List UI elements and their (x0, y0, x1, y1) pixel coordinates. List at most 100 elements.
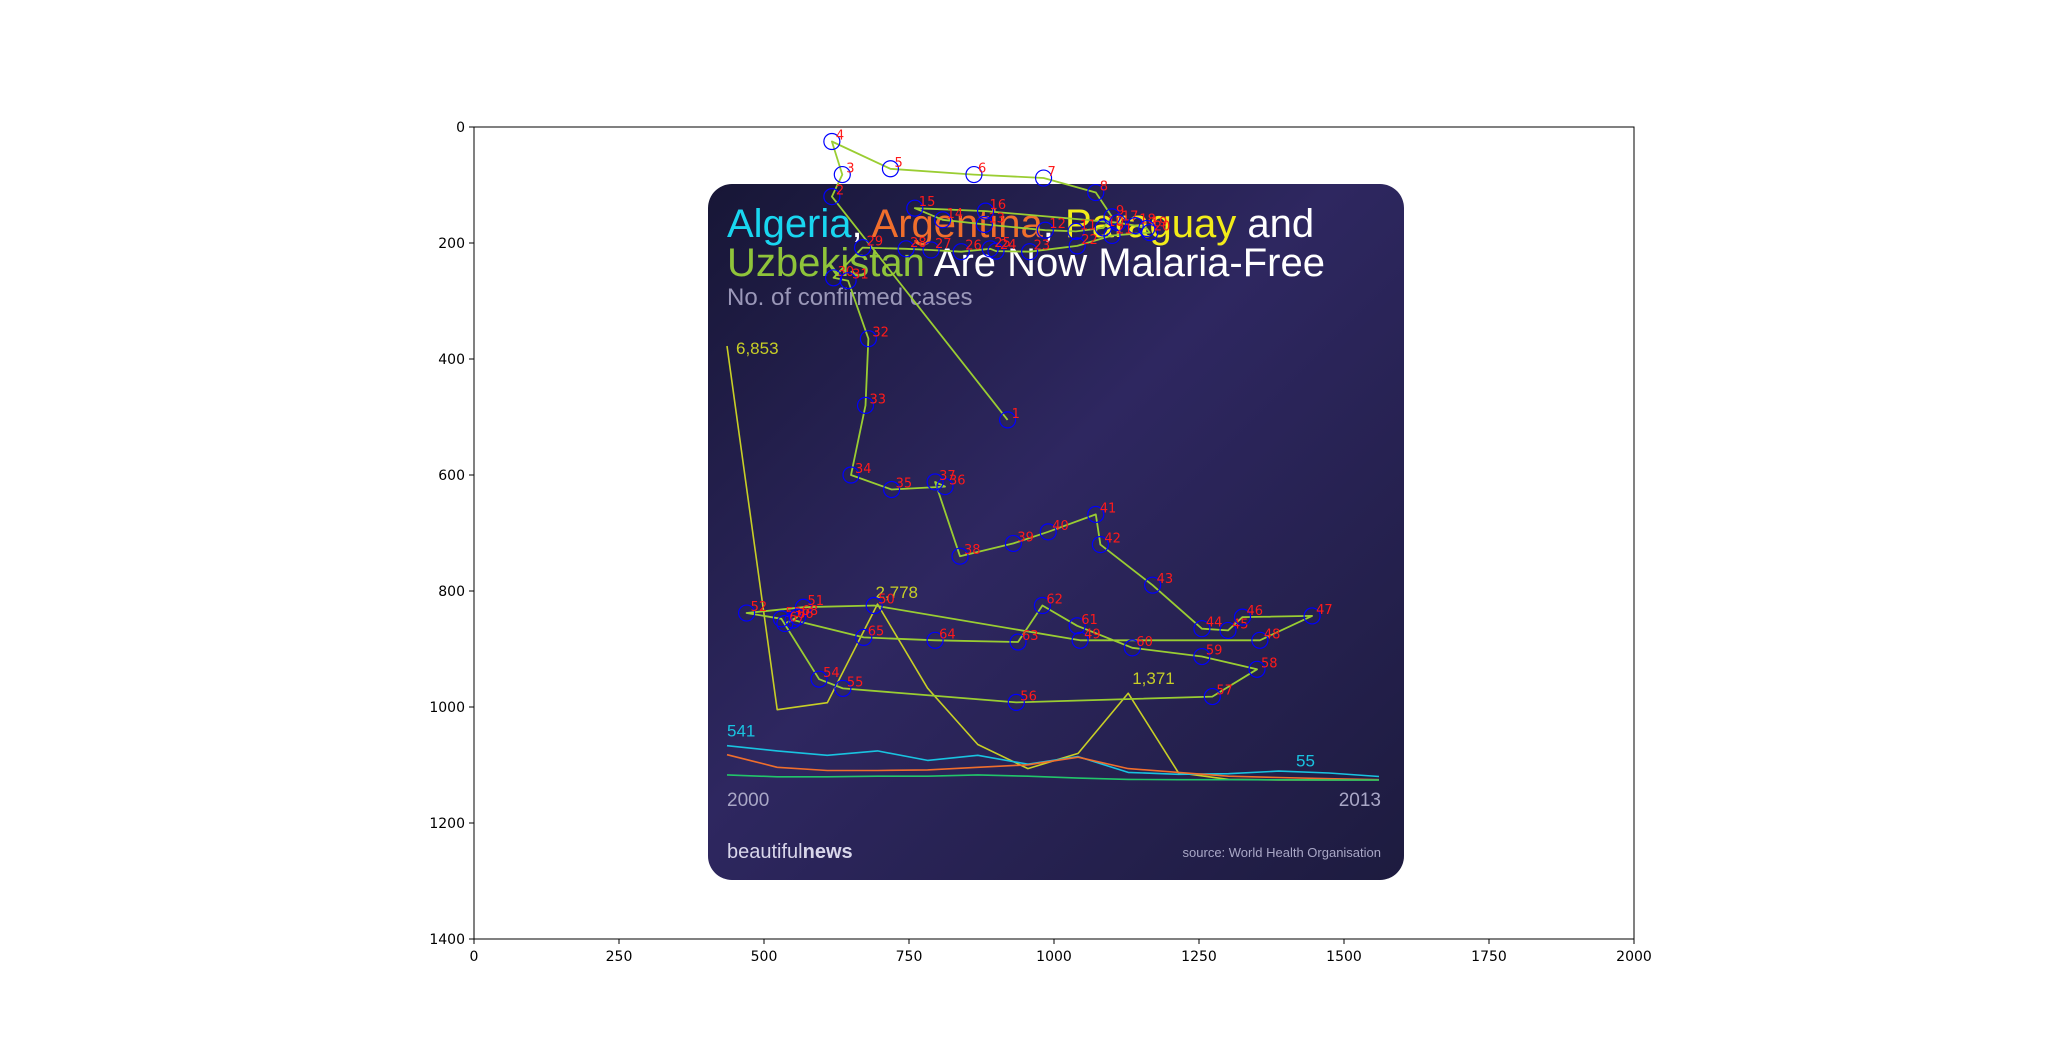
title-part-algeria: Algeria (727, 202, 852, 246)
overlay-point-label: 7 (1048, 165, 1056, 180)
overlay-point-label: 41 (1100, 501, 1117, 516)
overlay-point-marker (1087, 505, 1105, 524)
overlay-point-label: 23 (1034, 239, 1051, 254)
overlay-point-label: 26 (965, 239, 982, 254)
source-note: source: World Health Organisation (1183, 845, 1381, 860)
title-part-paraguay: Paraguay (1065, 202, 1236, 246)
overlay-point-marker (881, 160, 900, 178)
overlay-point-marker (1091, 535, 1110, 554)
overlay-point-marker (1071, 631, 1089, 649)
overlay-point-label: 50 (878, 593, 895, 608)
host-axes: 0 250 500 750 1000 1250 1500 1750 2000 020040060… (429, 120, 1651, 965)
overlay-point-label: 54 (823, 666, 840, 681)
overlay-point-marker (1068, 237, 1086, 255)
overlay-point-label: 15 (919, 195, 936, 210)
overlay-point-marker (1067, 222, 1085, 240)
overlay-point-marker (1193, 647, 1211, 666)
overlay-point-label: 63 (1022, 629, 1039, 644)
title-part-comma-1: , (852, 202, 863, 246)
overlay-point-marker (833, 165, 851, 184)
y-tick-label: 1200 (429, 816, 465, 832)
title-part-and: and (1247, 202, 1314, 246)
overlay-point-label: 9 (1116, 204, 1124, 219)
value-annotation: 55 (1296, 752, 1315, 771)
overlay-point-label: 36 (949, 474, 966, 489)
infographic-title-line-1: Algeria, Argentina, Paraguay and (727, 202, 1314, 246)
overlay-point-marker (934, 211, 952, 229)
overlay-point-label: 42 (1104, 532, 1121, 547)
x-tick-label: 750 (896, 949, 923, 965)
y-tick-label: 600 (438, 468, 465, 484)
overlay-point-marker (998, 411, 1017, 429)
overlay-point-label: 67 (789, 610, 806, 625)
overlay-point-label: 17 (1122, 210, 1139, 225)
overlay-point-marker (789, 608, 807, 626)
overlay-point-marker (824, 269, 843, 287)
overlay-point-label: 43 (1157, 572, 1174, 587)
overlay-point-marker (906, 199, 924, 217)
overlay-point-label: 11 (1080, 218, 1097, 233)
overlay-point-marker (1233, 608, 1252, 626)
overlay-point-marker (976, 202, 995, 220)
overlay-point-label: 48 (1264, 627, 1281, 642)
overlay-point-marker (855, 628, 873, 647)
overlay-point-marker (842, 466, 860, 484)
overlay-point-marker (737, 604, 756, 622)
x-tick-label: 0 (470, 949, 479, 965)
y-tick-label: 1400 (429, 932, 465, 948)
overlay-point-marker (882, 480, 901, 499)
overlay-point-label: 3 (846, 162, 854, 177)
overlay-point-label: 39 (1017, 530, 1034, 545)
overlay-point-label: 38 (964, 543, 981, 558)
overlay-point-label: 29 (867, 235, 884, 250)
overlay-point-label: 57 (1216, 684, 1233, 699)
overlay-point-marker (794, 598, 813, 616)
overlay-point-marker (1219, 621, 1237, 640)
overlay-point-marker (1103, 226, 1121, 245)
overlay-point-label: 33 (870, 392, 887, 407)
overlay-point-label: 44 (1206, 616, 1223, 631)
brand-light: beautiful (727, 841, 803, 863)
overlay-point-marker (1021, 243, 1039, 261)
overlay-point-label: 46 (1247, 604, 1264, 619)
value-annotation: 2,778 (875, 583, 918, 602)
overlay-point-label: 21 (1116, 222, 1133, 237)
infographic-series-line-2 (726, 753, 1380, 781)
overlay-point-marker (926, 631, 944, 649)
x-end-label: 2013 (1339, 790, 1381, 811)
overlay-point-marker (853, 239, 872, 257)
overlay-point-label: 31 (852, 268, 869, 283)
value-annotation: 6,853 (736, 339, 779, 358)
overlay-point-label: 58 (1261, 656, 1278, 671)
x-start-label: 2000 (727, 790, 769, 811)
overlay-point-marker (834, 679, 852, 698)
overlay-point-label: 65 (868, 624, 885, 639)
overlay-point-marker (1004, 534, 1023, 553)
overlay-point-marker (1141, 223, 1159, 242)
x-axis-ticks: 0 250 500 750 1000 1250 1500 1750 2000 (470, 939, 1652, 965)
overlay-point-label: 34 (855, 462, 872, 477)
overlay-point-label: 25 (994, 236, 1011, 251)
overlay-point-marker (1143, 576, 1162, 594)
overlay-point-label: 62 (1046, 593, 1063, 608)
overlay-point-label: 61 (1081, 613, 1098, 628)
overlay-point-marker (1203, 687, 1221, 706)
overlay-point-marker (784, 611, 802, 629)
overlay-point-marker (839, 272, 857, 290)
overlay-point-label: 13 (988, 211, 1005, 226)
overlay-point-label: 68 (802, 604, 819, 619)
overlay-point-marker (1009, 633, 1027, 651)
x-tick-label: 250 (606, 949, 633, 965)
overlay-point-marker (1193, 620, 1211, 638)
overlay-point-marker (1034, 169, 1053, 187)
overlay-point-marker (922, 241, 940, 259)
overlay-point-marker (810, 670, 828, 688)
overlay-point-marker (823, 188, 841, 206)
overlay-point-marker (1039, 523, 1057, 541)
overlay-point-marker (926, 473, 944, 491)
overlay-point-marker (865, 596, 883, 615)
overlay-point-label: 64 (939, 627, 956, 642)
